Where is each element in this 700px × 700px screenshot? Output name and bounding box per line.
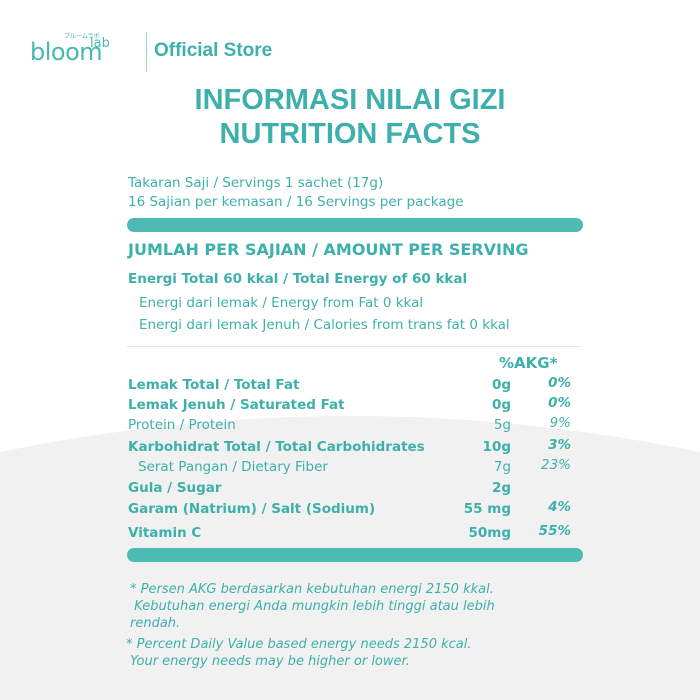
divider-bar [127,548,583,562]
nutrient-amount: 0g [491,377,511,393]
nutrient-name: Gula / Sugar [128,480,222,496]
note: * Percent Daily Value based energy needs… [126,636,472,670]
store-name: Official Store [154,40,273,61]
nutrient-amount: 2g [491,480,511,496]
energy-total: Energi Total 60 kkal / Total Energy of 6… [128,271,468,287]
note-line: * Percent Daily Value based energy needs… [126,637,472,652]
nutrient-akg: 3% [548,437,571,453]
nutrient-akg: 23% [540,457,571,473]
nutrient-name: Karbohidrat Total / Total Carbohidrates [128,439,425,455]
nutrient-name: Lemak Jenuh / Saturated Fat [128,397,345,413]
nutrient-amount: 7g [493,459,511,475]
nutrient-amount: 0g [491,397,511,413]
nutrient-amount: 10g [482,439,511,455]
note-line: rendah. [130,616,181,631]
note: * Persen AKG berdasarkan kebutuhan energ… [130,581,495,632]
nutrient-amount: 55 mg [463,501,511,517]
nutrient-akg: 4% [548,499,571,515]
title: INFORMASI NILAI GIZI [194,84,506,116]
logo: bloom [30,38,103,66]
energy-sub: Energi dari lemak Jenuh / Calories from … [139,317,510,333]
nutrient-name: Protein / Protein [128,417,236,433]
rule [127,346,581,347]
nutrient-akg: 9% [549,415,571,431]
nutrient-amount: 5g [493,417,511,433]
title: NUTRITION FACTS [219,118,481,150]
note-line: Your energy needs may be higher or lower… [130,654,410,669]
nutrient-akg: 0% [548,375,571,391]
logo-small: ブルームラボ [64,33,100,40]
separator [146,32,147,72]
akg-header: %AKG* [499,354,558,372]
note-line: Kebutuhan energi Anda mungkin lebih ting… [130,599,495,614]
logo-sup: lab [90,36,110,51]
nutrient-akg: 0% [548,395,571,411]
divider-bar [127,218,583,232]
energy-sub: Energi dari lemak / Energy from Fat 0 kk… [139,295,424,311]
nutrient-name: Lemak Total / Total Fat [128,377,300,393]
nutrient-amount: 50mg [468,525,511,541]
amount-header: JUMLAH PER SAJIAN / AMOUNT PER SERVING [128,240,529,259]
nutrient-name: Serat Pangan / Dietary Fiber [138,459,328,475]
nutrient-akg: 55% [538,523,571,539]
note-line: * Persen AKG berdasarkan kebutuhan energ… [130,582,494,597]
nutrient-name: Garam (Natrium) / Salt (Sodium) [128,501,376,517]
nutrient-name: Vitamin C [128,525,202,541]
serving: Takaran Saji / Servings 1 sachet (17g) [128,175,384,191]
serving: 16 Sajian per kemasan / 16 Servings per … [128,194,464,210]
